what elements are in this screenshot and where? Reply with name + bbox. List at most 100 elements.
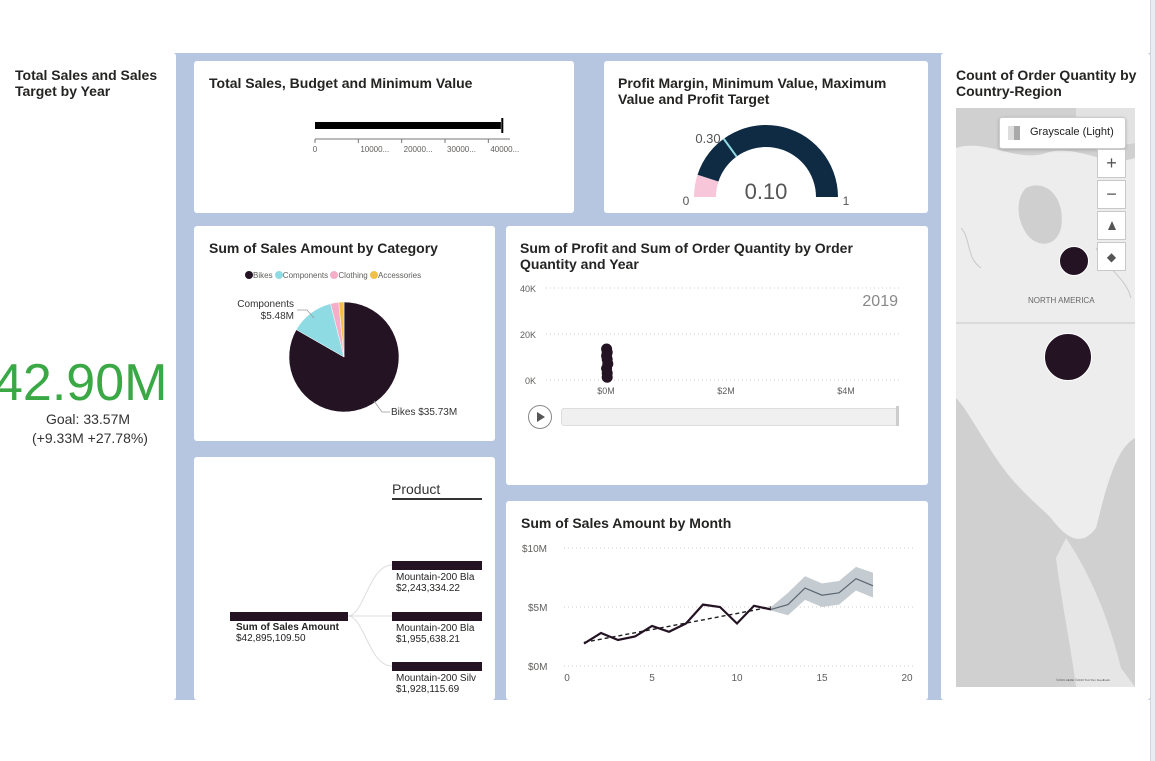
line-chart: $10M $5M $0M 0 5 10 15 20 (522, 544, 914, 684)
legend-dot-icon (330, 271, 339, 279)
bullet-card[interactable]: Total Sales, Budget and Minimum Value 0 1… (194, 61, 574, 213)
legend-label: Bikes (253, 271, 273, 280)
map-style-label: Grayscale (Light) (1030, 126, 1114, 138)
decomp-level-header[interactable]: Product (392, 481, 441, 497)
gauge-title: Profit Margin, Minimum Value, Maximum Va… (618, 75, 887, 107)
bullet-target-marker (501, 118, 504, 133)
gauge-chart: 0.30 0.10 0 1 (683, 125, 850, 208)
land-north-america (956, 145, 1135, 539)
legend-dot-icon (274, 271, 283, 279)
scatter-title: Sum of Profit and Sum of Order Quantity … (520, 240, 853, 272)
decomp-node-label: Mountain-200 Bla (396, 623, 475, 634)
components-callout-value: $5.48M (261, 311, 294, 322)
legend-item-clothing[interactable]: Clothing (330, 271, 368, 280)
forecast-confidence-band (771, 566, 873, 616)
map-title: Count of Order Quantity by Country-Regio… (956, 67, 1137, 99)
decomp-node-bar[interactable] (392, 612, 482, 621)
line-gridlines (564, 547, 914, 667)
map-card[interactable]: Count of Order Quantity by Country-Regio… (941, 53, 1150, 700)
scatter-card[interactable]: Sum of Profit and Sum of Order Quantity … (506, 226, 928, 485)
x-tick-label: 15 (816, 673, 828, 684)
gauge-target-marker (722, 138, 738, 158)
decomp-node-value: $2,243,334.22 (396, 583, 460, 594)
bullet-value-bar (315, 122, 501, 129)
gauge-target-label: 0.30 (695, 131, 720, 146)
play-axis-year-label: 2019 (862, 293, 898, 310)
gauge-min-label: 0 (683, 194, 690, 208)
legend-item-bikes[interactable]: Bikes (245, 271, 273, 280)
map-style-icon (1008, 126, 1020, 140)
map-bubble-usa[interactable] (1044, 333, 1092, 381)
kpi-value: 42.90M (0, 354, 168, 412)
x-tick-label: $4M (837, 386, 855, 396)
pie-title: Sum of Sales Amount by Category (209, 240, 438, 256)
play-icon (537, 412, 545, 422)
forecast-line (770, 578, 874, 610)
map-style-selector[interactable]: Grayscale (Light) (999, 117, 1126, 149)
play-axis-slider[interactable] (561, 408, 899, 426)
map-attribution[interactable]: ©2019 HERE ©2019 TomTom Feedback (1056, 678, 1110, 682)
decomp-node-value: $1,928,115.69 (396, 684, 460, 695)
pie-card[interactable]: Sum of Sales Amount by Category Bikes Co… (194, 226, 495, 441)
kpi-card[interactable]: Total Sales and Sales Target by Year 42.… (0, 53, 176, 700)
zoom-out-button[interactable]: − (1097, 180, 1126, 209)
legend-item-components[interactable]: Components (274, 271, 329, 280)
sales-line (583, 603, 772, 645)
hudson-bay (1018, 185, 1062, 244)
map-region-label: NORTH AMERICA (1028, 296, 1095, 305)
play-button[interactable] (528, 405, 552, 429)
gauge-value-arc (697, 125, 838, 197)
y-tick-label: $10M (522, 544, 547, 555)
decomp-connectors (347, 564, 393, 667)
line-title: Sum of Sales Amount by Month (521, 515, 732, 531)
decomp-root-bar[interactable] (230, 612, 348, 621)
pie-slice-accessories (338, 301, 345, 358)
bullet-tick-label: 30000... (447, 145, 476, 154)
gauge-value-label: 0.10 (745, 179, 788, 204)
decomp-node-bar[interactable] (392, 662, 482, 671)
decomp-node-value: $1,955,638.21 (396, 634, 460, 645)
decomp-node-bar[interactable] (392, 561, 482, 570)
gauge-background-arc (694, 174, 719, 197)
pie-legend: Bikes Components Clothing Accessories (245, 271, 421, 280)
land-south (1056, 538, 1135, 687)
bullet-tick-label: 0 (313, 145, 318, 154)
bullet-tick-label: 40000... (490, 145, 519, 154)
pie-slices (288, 301, 400, 413)
x-tick-label: $2M (717, 386, 735, 396)
decomp-header-underline (392, 498, 482, 500)
gauge-max-label: 1 (843, 194, 850, 208)
scatter-chart: 40K 20K 0K $0M $2M $4M 2019 (520, 284, 902, 396)
x-tick-label: 20 (901, 673, 913, 684)
scatter-points (601, 343, 614, 383)
y-tick-label: $0M (528, 662, 547, 673)
decomp-card[interactable]: Product Sum of Sales Amount $42,895,109.… (194, 457, 495, 700)
x-tick-label: $0M (597, 386, 615, 396)
gauge-card[interactable]: Profit Margin, Minimum Value, Maximum Va… (604, 61, 928, 213)
decomp-root-label: Sum of Sales Amount (236, 622, 339, 633)
zoom-in-button[interactable]: + (1097, 149, 1126, 178)
x-tick-label: 0 (564, 673, 570, 684)
components-callout-line (297, 309, 315, 319)
scatter-gridlines (546, 287, 902, 381)
play-axis-handle[interactable] (896, 406, 899, 426)
bullet-tick-label: 10000... (360, 145, 389, 154)
tilt-button[interactable] (1097, 211, 1126, 240)
bullet-title: Total Sales, Budget and Minimum Value (209, 75, 473, 91)
decomp-node-label: Mountain-200 Silv (396, 673, 477, 684)
tilt-icon (1107, 221, 1116, 230)
kpi-delta: (+9.33M +27.78%) (32, 430, 148, 446)
x-tick-label: 10 (731, 673, 743, 684)
compass-button[interactable]: ◆ (1097, 242, 1126, 271)
kpi-title: Total Sales and Sales Target by Year (15, 67, 158, 99)
kpi-goal: Goal: 33.57M (45, 411, 131, 427)
decomp-root-value: $42,895,109.50 (236, 633, 306, 644)
legend-label: Components (282, 271, 329, 280)
line-card[interactable]: Sum of Sales Amount by Month $10M $5M $0… (506, 501, 928, 700)
map-viewport[interactable]: NORTH AMERICA Grayscale (Light) + − ◆ ©2… (956, 108, 1135, 687)
map-bubble-canada[interactable] (1059, 246, 1089, 276)
legend-dot-icon (369, 271, 378, 279)
bullet-tick-labels: 0 10000... 20000... 30000... 40000... (313, 139, 519, 154)
legend-item-accessories[interactable]: Accessories (369, 271, 421, 280)
page-scrollbar[interactable] (1150, 0, 1155, 761)
